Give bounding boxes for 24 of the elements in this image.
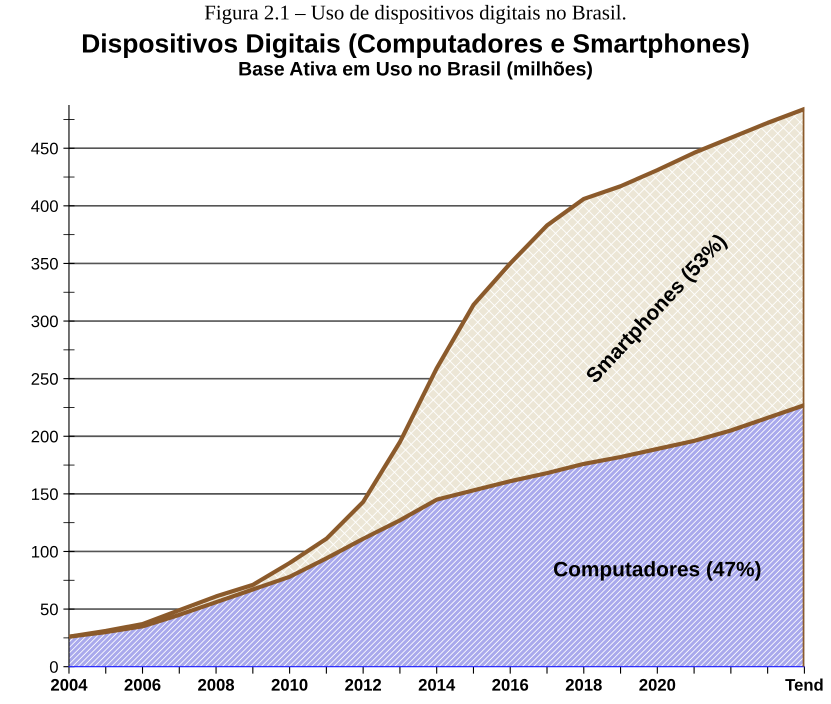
x-tick-label: 2010 xyxy=(272,678,308,691)
y-tick-label: 100 xyxy=(32,546,58,558)
y-tick-label: 300 xyxy=(31,315,58,328)
text: Figura 2.1 – Uso de dispositivos digitais no Brasil. xyxy=(204,4,626,24)
x-tick-label: 2016 xyxy=(492,678,528,691)
y-tick-label: 450 xyxy=(31,142,58,154)
x-tick-label: Tend xyxy=(785,678,823,691)
y-tick-label: 50 xyxy=(40,603,58,616)
series-label: Computadores (47%) xyxy=(554,561,760,581)
y-tick-label: 250 xyxy=(32,373,58,385)
x-tick-label: 2008 xyxy=(198,678,234,691)
x-tick-label: 2006 xyxy=(124,678,160,691)
y-tick-label: 0 xyxy=(50,661,58,673)
y-tick-label: 150 xyxy=(32,488,58,500)
y-tick-label: 350 xyxy=(31,258,58,270)
chart-subtitle: Base Ativa em Uso no Brasil (milhões) xyxy=(239,61,592,80)
x-tick-label: 2018 xyxy=(566,678,602,691)
x-tick-label: 2004 xyxy=(51,678,88,691)
chart-title: Dispositivos Digitais (Computadores e Smartphones) xyxy=(82,33,749,58)
y-tick-label: 200 xyxy=(32,430,58,442)
y-tick-label: 400 xyxy=(31,200,58,212)
x-tick-label: 2014 xyxy=(418,678,456,691)
x-tick-label: 2020 xyxy=(639,678,676,691)
x-tick-label: 2012 xyxy=(345,678,382,691)
